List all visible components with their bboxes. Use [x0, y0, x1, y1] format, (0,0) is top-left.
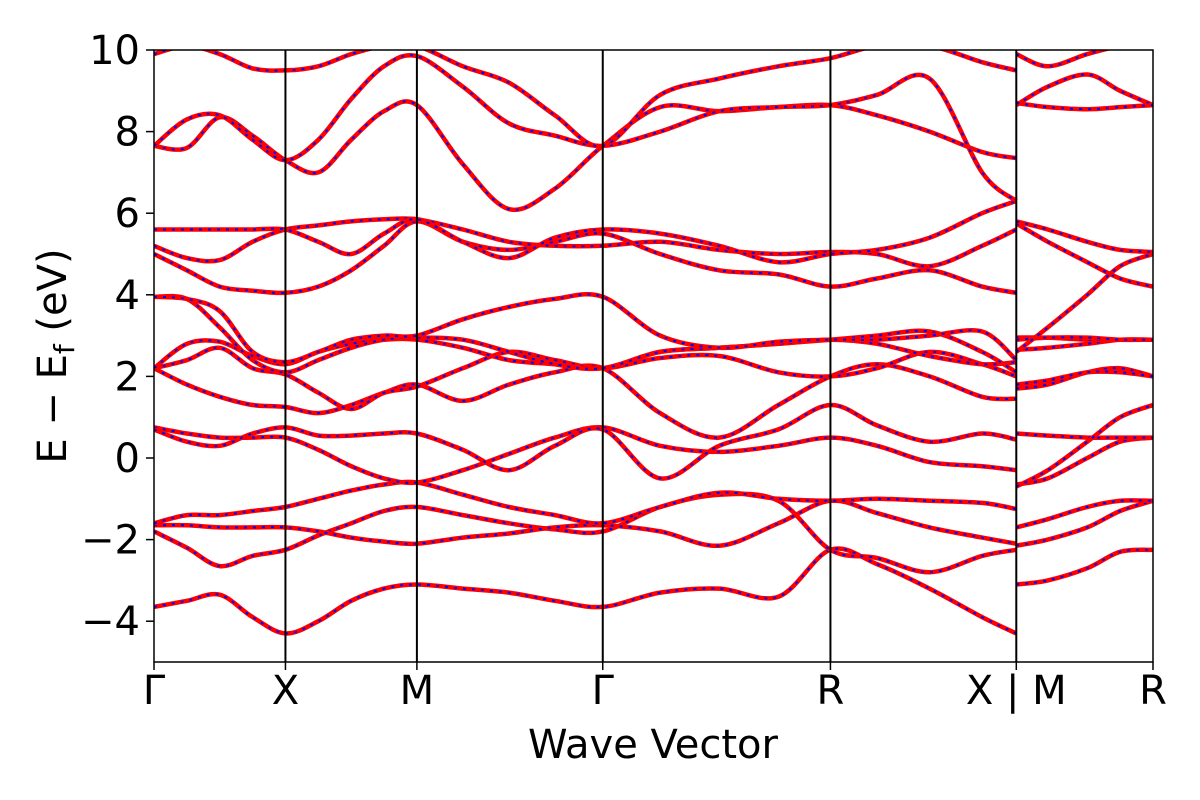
band-lines: [154, 50, 1153, 636]
band-line-overlay-9: [1016, 432, 1153, 439]
y-tick-label: −4: [81, 599, 140, 645]
y-tick-label: 6: [115, 191, 140, 237]
band-line-23: [1015, 221, 1153, 289]
band-line-overlay-26: [154, 200, 1017, 264]
y-axis-label: E − Ef (eV): [30, 248, 81, 463]
band-line-overlay-18: [154, 295, 1017, 374]
x-tick-label: Γ: [592, 668, 615, 714]
band-line-overlay-28: [154, 100, 1017, 211]
band-line-8: [154, 425, 1017, 486]
band-line-22: [154, 219, 1017, 296]
band-line-1: [1016, 547, 1153, 587]
high-symmetry-lines: [284, 50, 1018, 662]
band-line-14: [154, 345, 1018, 412]
band-line-33: [1015, 50, 1112, 69]
x-tick-label: R: [1139, 668, 1167, 714]
band-line-overlay-12: [154, 363, 1017, 439]
band-line-overlay-32: [154, 50, 1017, 148]
x-tick-label: X: [272, 668, 299, 714]
band-line-overlay-1: [1016, 548, 1153, 586]
band-line-overlay-2: [154, 492, 1017, 574]
band-line-11: [1015, 402, 1153, 489]
band-line-overlay-11: [1015, 404, 1153, 488]
x-tick-label: Γ: [143, 668, 166, 714]
band-line-overlay-24: [154, 217, 1017, 268]
band-line-overlay-30: [154, 54, 1017, 202]
y-tick-label: 0: [115, 436, 140, 482]
y-tick-label: 10: [89, 28, 140, 74]
band-line-10: [154, 402, 1017, 481]
x-tick-label: X | M: [966, 668, 1067, 714]
x-axis-label: Wave Vector: [528, 722, 779, 768]
band-line-overlay-25: [1016, 220, 1153, 253]
band-line-29: [1015, 72, 1153, 108]
x-axis-ticks: Γ X M Γ R X | M R: [143, 662, 1167, 714]
x-tick-label: R: [817, 668, 845, 714]
band-line-20: [154, 292, 1018, 365]
band-line-overlay-8: [154, 426, 1017, 484]
band-line-overlay-14: [154, 346, 1017, 411]
band-line-30: [154, 53, 1018, 203]
band-line-overlay-5: [1016, 499, 1153, 529]
y-tick-label: 2: [115, 354, 140, 400]
band-line-overlay-27: [1015, 253, 1153, 353]
band-line-overlay-20: [154, 293, 1017, 364]
band-line-overlay-10: [154, 403, 1017, 480]
band-line-32: [154, 50, 1017, 149]
band-line-overlay-17: [1016, 338, 1153, 351]
band-line-overlay-4: [154, 499, 1017, 547]
band-line-31: [1016, 100, 1153, 112]
plot-area-frame: [153, 49, 1154, 663]
band-line-overlay-3: [1016, 499, 1153, 547]
y-tick-label: −2: [81, 518, 140, 564]
x-tick-label: M: [400, 668, 435, 714]
y-axis-ticks: −4 −2 0 2 4 6 8 10: [81, 28, 154, 645]
band-line-overlay-23: [1015, 222, 1153, 288]
band-line-28: [154, 99, 1017, 213]
y-tick-label: 4: [115, 273, 140, 319]
y-tick-label: 8: [115, 110, 140, 156]
band-line-overlay-6: [154, 480, 1017, 525]
band-line-overlay-15: [1016, 370, 1153, 386]
band-line-24: [154, 216, 1018, 269]
band-line-overlay-29: [1015, 73, 1153, 107]
